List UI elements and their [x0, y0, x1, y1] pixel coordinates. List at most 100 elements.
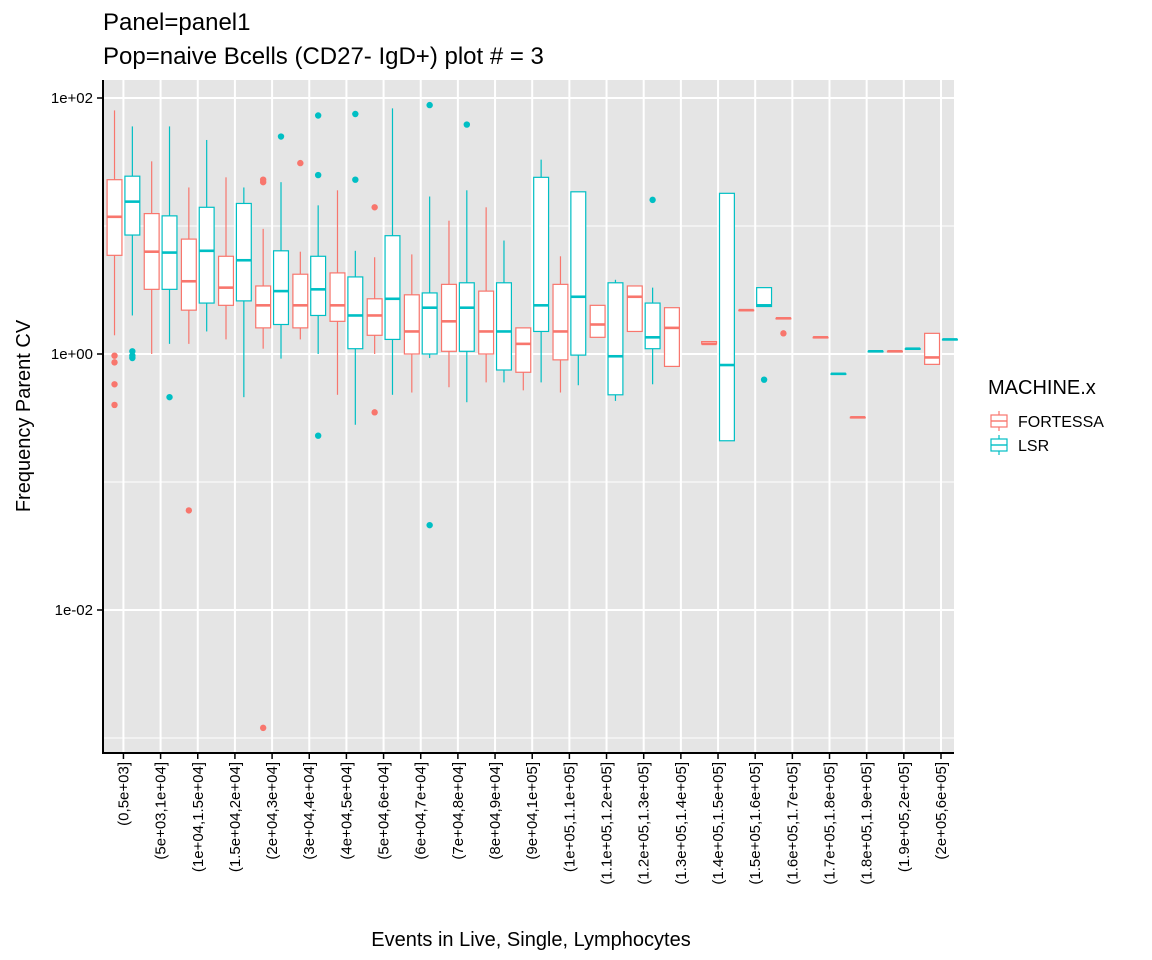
box-lsr	[384, 108, 401, 395]
box-body	[515, 327, 532, 373]
box-fortessa	[515, 327, 532, 391]
box-lsr	[310, 112, 327, 439]
box-lsr	[161, 126, 178, 401]
box-body	[217, 255, 235, 306]
box-body	[552, 283, 569, 361]
y-tick-label: 1e-02	[55, 602, 93, 619]
x-tick-label: (1.2e+05,1.3e+05]	[636, 762, 653, 885]
box-fortessa	[478, 207, 495, 383]
box-fortessa	[626, 285, 643, 333]
x-tick-label: (3e+04,4e+04]	[301, 762, 318, 860]
outlier-point	[371, 409, 378, 416]
x-tick-label: (2e+04,3e+04]	[264, 762, 281, 860]
outlier-point	[314, 171, 322, 179]
box-body	[347, 276, 364, 350]
y-tick-label: 1e+00	[51, 346, 93, 363]
x-tick-label: (1.5e+05,1.6e+05]	[747, 762, 764, 885]
outlier-point	[111, 352, 118, 359]
box-body	[644, 302, 661, 350]
box-fortessa	[552, 256, 569, 393]
y-axis-title: Frequency Parent CV	[13, 319, 35, 512]
x-tick-label: (9e+04,1e+05]	[524, 762, 541, 860]
axes	[102, 80, 954, 754]
outlier-point	[111, 381, 118, 388]
outlier-point	[314, 432, 322, 439]
grid-lines	[103, 80, 954, 753]
plot-panel	[103, 80, 954, 753]
outlier-point	[314, 112, 322, 119]
box-fortessa	[589, 304, 606, 338]
box-body	[272, 250, 290, 326]
outlier-point	[129, 348, 136, 355]
box-body	[756, 287, 773, 308]
outlier-point	[352, 176, 359, 183]
chart-subtitle: Pop=naive Bcells (CD27- IgD+) plot # = 3	[103, 43, 544, 70]
box-lsr	[718, 192, 735, 442]
box-body	[533, 176, 550, 333]
box-lsr	[867, 349, 884, 353]
box-body	[495, 282, 513, 371]
x-tick-label: (7e+04,8e+04]	[450, 762, 467, 860]
x-tick-label: (1e+04,1.5e+04]	[190, 762, 207, 872]
box-fortessa	[924, 332, 941, 365]
box-body	[478, 290, 495, 355]
box-body	[458, 282, 475, 352]
box-lsr	[458, 121, 475, 403]
legend: MACHINE.x FORTESSA LSR	[987, 377, 1104, 457]
x-tick-label: (4e+04,5e+04]	[338, 762, 355, 860]
x-tick-label: (1.6e+05,1.7e+05]	[784, 762, 801, 885]
box-body	[198, 206, 215, 304]
outlier-point	[426, 101, 433, 109]
x-tick-label: (1e+05,1.1e+05]	[561, 762, 578, 872]
outlier-point	[426, 521, 433, 529]
outlier-point	[111, 401, 118, 409]
x-tick-label: (0,5e+03]	[115, 762, 132, 826]
x-tick-label: (1.9e+05,2e+05]	[896, 762, 913, 872]
legend-title: MACHINE.x	[988, 377, 1096, 399]
x-tick-label: (5e+03,1e+04]	[153, 762, 170, 860]
x-tick-label: (5e+04,6e+04]	[376, 762, 393, 860]
box-body	[924, 332, 941, 365]
box-fortessa	[738, 308, 755, 312]
box-lsr	[607, 279, 624, 401]
outlier-point	[760, 376, 768, 383]
box-body	[180, 238, 197, 311]
box-lsr	[830, 372, 847, 376]
box-fortessa	[329, 190, 346, 395]
box-body	[421, 292, 438, 355]
outlier-point	[111, 359, 118, 366]
outlier-point	[649, 196, 656, 204]
box-fortessa	[440, 220, 458, 388]
box-fortessa	[143, 161, 160, 354]
outlier-point	[780, 330, 787, 337]
box-series	[106, 101, 958, 732]
box-body	[626, 285, 643, 333]
box-fortessa	[886, 349, 903, 353]
box-lsr	[904, 347, 921, 351]
x-tick-label: (6e+04,7e+04]	[413, 762, 430, 860]
x-axis-title: Events in Live, Single, Lymphocytes	[371, 929, 690, 951]
outlier-point	[352, 110, 359, 118]
legend-label: FORTESSA	[1018, 414, 1104, 431]
y-tick-label: 1e+02	[51, 90, 93, 107]
x-tick-label: (2e+05,6e+05]	[933, 762, 950, 860]
box-fortessa	[106, 110, 123, 409]
box-body	[607, 282, 624, 396]
box-body	[310, 255, 327, 317]
box-lsr	[347, 110, 364, 425]
outlier-point	[297, 159, 304, 167]
box-lsr	[198, 139, 215, 332]
box-fortessa	[701, 340, 718, 346]
box-body	[403, 294, 420, 355]
outlier-point	[463, 121, 471, 128]
box-lsr	[756, 287, 773, 383]
box-body	[366, 298, 383, 336]
x-tick-label: (8e+04,9e+04]	[487, 762, 504, 860]
x-tick-label: (1.5e+04,2e+04]	[227, 762, 244, 872]
x-tick-label: (1.7e+05,1.8e+05]	[822, 762, 839, 885]
outlier-point	[129, 354, 136, 362]
legend-label: LSR	[1018, 438, 1049, 455]
box-lsr	[533, 159, 550, 383]
